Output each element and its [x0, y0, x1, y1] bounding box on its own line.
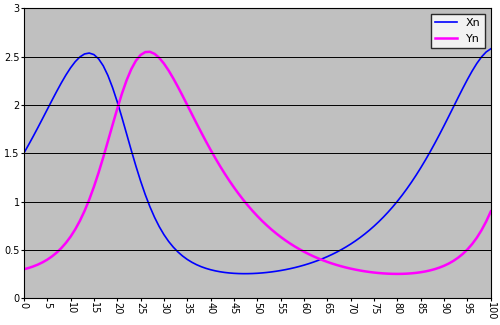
Legend: Xn, Yn: Xn, Yn [430, 14, 486, 48]
Yn [240, 198, 246, 202]
Yn [488, 209, 494, 213]
Yn [306, 252, 312, 256]
Yn [138, 53, 143, 57]
Yn [21, 267, 27, 271]
Line: Xn: Xn [24, 49, 491, 274]
Yn [147, 50, 153, 54]
Yn [376, 271, 382, 275]
Xn [376, 220, 382, 224]
Yn [394, 272, 400, 276]
Xn [306, 262, 312, 266]
Xn [21, 151, 27, 155]
Line: Yn: Yn [24, 52, 491, 274]
Xn [352, 239, 358, 243]
Xn [488, 47, 494, 51]
Xn [236, 272, 242, 276]
Xn [240, 272, 246, 276]
Xn [138, 179, 143, 183]
Xn [54, 90, 60, 94]
Yn [352, 268, 358, 272]
Yn [54, 251, 60, 255]
